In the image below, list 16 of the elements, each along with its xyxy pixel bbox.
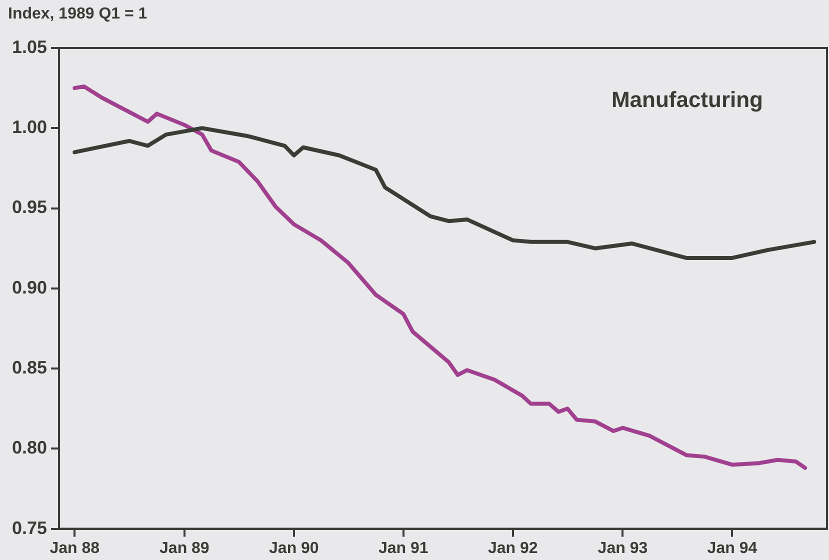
x-tick-label: Jan 89	[160, 540, 210, 557]
y-tick-label: 0.80	[12, 438, 48, 458]
y-tick-label: 0.85	[12, 358, 48, 378]
x-tick-label: Jan 92	[488, 540, 538, 557]
x-tick-label: Jan 88	[50, 540, 100, 557]
x-tick-label: Jan 91	[378, 540, 428, 557]
y-tick-label: 0.95	[12, 197, 48, 218]
y-tick-label: 1.05	[12, 36, 48, 57]
y-tick-label: 0.75	[12, 518, 48, 538]
x-tick-label: Jan 94	[707, 540, 758, 557]
y-tick-label: 1.00	[12, 117, 48, 138]
x-tick-label: Jan 93	[598, 540, 648, 557]
annotation: Manufacturing	[611, 87, 763, 112]
y-axis-title: Index, 1989 Q1 = 1	[8, 5, 148, 22]
x-tick-label: Jan 90	[269, 540, 319, 557]
y-tick-label: 0.90	[12, 277, 48, 298]
